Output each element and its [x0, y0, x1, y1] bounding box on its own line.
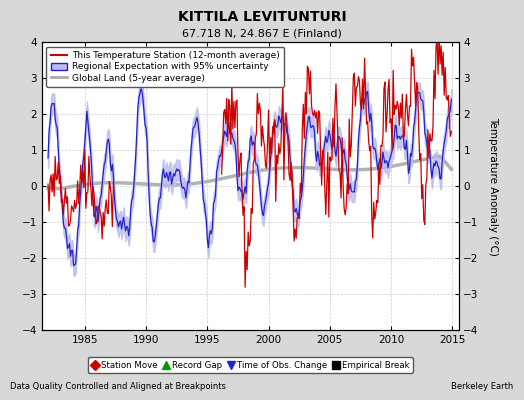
Text: KITTILA LEVITUNTURI: KITTILA LEVITUNTURI	[178, 10, 346, 24]
Text: Berkeley Earth: Berkeley Earth	[451, 382, 514, 391]
Y-axis label: Temperature Anomaly (°C): Temperature Anomaly (°C)	[488, 116, 498, 256]
Text: Data Quality Controlled and Aligned at Breakpoints: Data Quality Controlled and Aligned at B…	[10, 382, 226, 391]
Text: 67.718 N, 24.867 E (Finland): 67.718 N, 24.867 E (Finland)	[182, 28, 342, 38]
Legend: Station Move, Record Gap, Time of Obs. Change, Empirical Break: Station Move, Record Gap, Time of Obs. C…	[88, 357, 413, 373]
